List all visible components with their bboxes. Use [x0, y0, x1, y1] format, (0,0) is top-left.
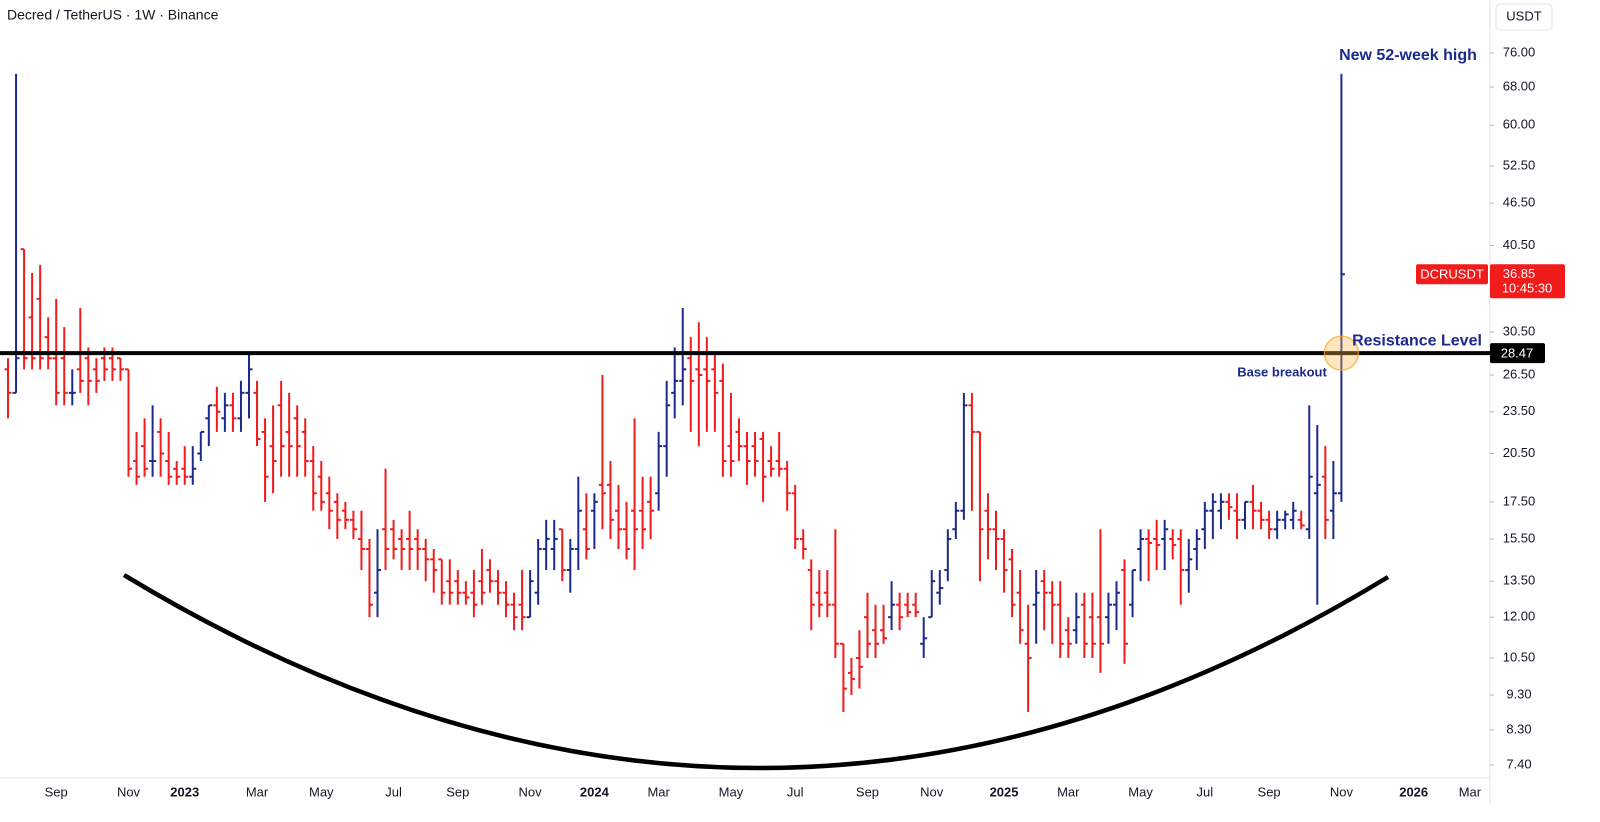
breakout-highlight [1323, 335, 1360, 371]
resistance-tag [1490, 343, 1545, 364]
rounding-bottom-curve [122, 573, 1390, 771]
x-tick-label: 2024 [580, 784, 610, 799]
currency-box[interactable] [1495, 3, 1553, 31]
last-price-label: 36.85 [1503, 266, 1536, 281]
y-tick-label: 13.50 [1503, 573, 1536, 588]
x-tick-label: 2025 [990, 784, 1019, 799]
y-tick-label: 68.00 [1503, 78, 1536, 93]
y-tick-label: 12.00 [1503, 609, 1536, 624]
annotation: New 52-week high [1339, 47, 1477, 64]
x-tick-label: Sep [1258, 784, 1281, 799]
x-tick-label: Nov [920, 784, 944, 799]
x-tick-label: Mar [647, 784, 670, 799]
y-tick-label: 40.50 [1503, 237, 1536, 252]
bars [4, 73, 1345, 712]
x-tick-label: Sep [45, 784, 68, 799]
y-tick-label: 9.30 [1506, 687, 1531, 702]
annotation: Base breakout [1237, 364, 1327, 379]
x-tick-label: May [309, 784, 334, 799]
y-tick-label: 76.00 [1503, 44, 1536, 59]
chart-title: Decred / TetherUS · 1W · Binance [7, 7, 219, 23]
last-price-tag [1490, 264, 1565, 299]
x-tick-label: Jul [385, 784, 402, 799]
x-tick-label: May [1128, 784, 1153, 799]
y-tick-label: 23.50 [1503, 403, 1536, 418]
x-tick-label: Nov [1330, 784, 1354, 799]
symbol-tag [1416, 264, 1488, 285]
x-tick-label: 2023 [170, 784, 199, 799]
y-tick-label: 46.50 [1503, 195, 1536, 210]
y-tick-label: 17.50 [1503, 493, 1536, 508]
x-tick-label: Jul [1197, 784, 1214, 799]
y-tick-label: 20.50 [1503, 445, 1536, 460]
x-tick-label: Jul [787, 784, 804, 799]
x-tick-label: Nov [519, 784, 543, 799]
x-tick-label: Sep [446, 784, 469, 799]
currency-label: USDT [1506, 8, 1541, 23]
y-tick-label: 7.40 [1506, 756, 1531, 771]
y-tick-label: 26.50 [1503, 366, 1536, 381]
symbol-tag-label: DCRUSDT [1420, 267, 1484, 282]
x-tick-label: 2026 [1399, 784, 1428, 799]
x-tick-label: May [719, 784, 744, 799]
resistance-label: Resistance Level [1352, 332, 1482, 349]
y-tick-label: 52.50 [1503, 158, 1536, 173]
x-tick-label: Nov [117, 784, 141, 799]
y-tick-label: 8.30 [1506, 721, 1531, 736]
y-tick-label: 60.00 [1503, 117, 1536, 132]
x-tick-label: Mar [1057, 784, 1080, 799]
y-tick-label: 15.50 [1503, 530, 1536, 545]
x-tick-label: Mar [1459, 784, 1482, 799]
y-tick-label: 30.50 [1503, 324, 1536, 339]
countdown-label: 10:45:30 [1502, 281, 1553, 296]
x-tick-label: Sep [856, 784, 879, 799]
resistance-tag-label: 28.47 [1501, 346, 1534, 361]
y-tick-label: 10.50 [1503, 649, 1536, 664]
x-tick-label: Mar [246, 784, 269, 799]
